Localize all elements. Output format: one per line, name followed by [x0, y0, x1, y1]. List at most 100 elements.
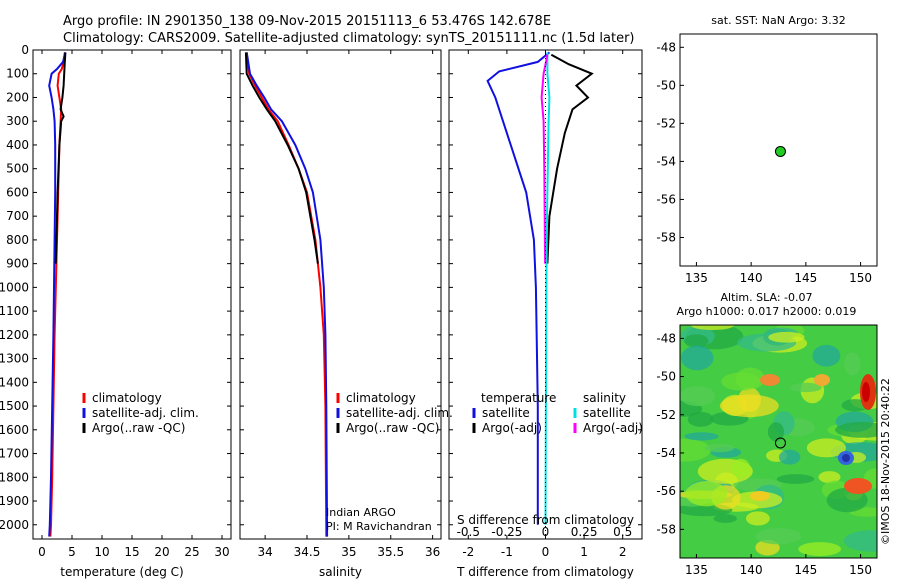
temperature-ytick-label: 1100: [0, 304, 29, 318]
temperature-xtick-label: 25: [184, 545, 199, 559]
difference-series-0: [486, 51, 551, 525]
sla-map-feature: [760, 374, 780, 386]
temperature-ytick-label: 800: [6, 233, 29, 247]
difference-series-1: [546, 53, 594, 264]
sla-map-xtick-label: 150: [849, 563, 872, 577]
sla-map-blob: [798, 542, 842, 557]
salinity-xtick-label: 35.5: [377, 545, 404, 559]
sla-map-blob: [818, 471, 841, 484]
sst-map-ytick-label: -52: [656, 116, 676, 130]
salinity-legend-label: satellite-adj. clim.: [346, 406, 453, 420]
sst-map-title: sat. SST: NaN Argo: 3.32: [711, 14, 845, 27]
temperature-ytick-label: 900: [6, 257, 29, 271]
difference-xtick-label: -2: [462, 545, 474, 559]
sst-map-xtick-label: 145: [794, 271, 817, 285]
difference-series-2: [544, 52, 551, 525]
difference-xtick-label: 0: [542, 545, 550, 559]
temperature-ytick-label: 0: [21, 43, 29, 57]
sla-map-background: [680, 325, 877, 558]
sla-map-panel: 135 140 145 150 -48 -50 -52 -54 -56 -58 Altim. SLA…: [656, 291, 878, 577]
sla-map-blob: [680, 386, 715, 407]
sla-map-xtick-label: 145: [794, 563, 817, 577]
sst-map-argo-point: [774, 145, 786, 157]
salinity-series-2: [244, 52, 319, 264]
sla-map-subtitle: Argo h1000: 0.017 h2000: 0.019: [677, 305, 857, 318]
temperature-legend-label: satellite-adj. clim.: [92, 406, 199, 420]
temperature-ytick-label: 700: [6, 209, 29, 223]
temperature-xtick-label: 15: [124, 545, 139, 559]
sla-map-ytick-label: -52: [656, 408, 676, 422]
header-line1: Argo profile: IN 2901350_138 09-Nov-2015…: [63, 14, 551, 29]
difference-s-tick-label: -0.25: [491, 525, 522, 539]
difference-xlabel-top: S difference from climatology: [457, 513, 634, 527]
temperature-ytick-label: 1200: [0, 328, 29, 342]
sla-map-blob: [713, 514, 737, 523]
difference-xlabel: T difference from climatology: [456, 565, 634, 579]
temperature-ytick-label: 600: [6, 185, 29, 199]
sla-map-blob: [806, 438, 847, 458]
sla-map-feature: [842, 454, 850, 462]
temperature-ytick-label: 500: [6, 162, 29, 176]
sst-map-ytick-label: -56: [656, 192, 676, 206]
sla-map-blob: [731, 458, 751, 479]
sla-map-blob: [680, 345, 714, 371]
sla-map-ytick-label: -58: [656, 522, 676, 536]
difference-s-legend-label: satellite: [583, 406, 631, 420]
temperature-legend-label: Argo(..raw -QC): [92, 421, 185, 435]
temperature-xlabel: temperature (deg C): [60, 565, 183, 579]
difference-legend-title: salinity: [583, 391, 626, 405]
sla-map-blob: [680, 438, 711, 462]
sla-map-blob: [719, 394, 779, 418]
temperature-ytick-label: 1800: [0, 470, 29, 484]
sla-map-frame: [679, 324, 878, 559]
salinity-xtick-label: 36: [425, 545, 440, 559]
sla-map-ytick-label: -54: [656, 446, 676, 460]
difference-t-legend-label: satellite: [482, 406, 530, 420]
sla-map-blob: [812, 344, 841, 367]
sst-map-xtick-label: 140: [740, 271, 763, 285]
sst-map-xtick-label: 135: [685, 271, 708, 285]
sla-map-argo-point: [774, 437, 786, 449]
salinity-annotation: Indian ARGO: [326, 506, 396, 519]
sla-map-blob: [843, 530, 877, 552]
sla-map-feature: [750, 491, 770, 501]
temperature-series-2: [54, 52, 67, 264]
difference-legend-title: temperature: [481, 391, 556, 405]
temperature-ytick-label: 1400: [0, 375, 29, 389]
sla-map-ytick-label: -50: [656, 370, 676, 384]
sla-map-feature: [844, 478, 872, 494]
difference-xtick-label: -1: [501, 545, 513, 559]
salinity-xtick-label: 34.5: [294, 545, 321, 559]
sla-map-feature: [862, 382, 870, 402]
header-line2: Climatology: CARS2009. Satellite-adjuste…: [63, 31, 635, 46]
sla-map-ytick-label: -48: [656, 331, 676, 345]
temperature-xtick-label: 20: [154, 545, 169, 559]
sla-map-xtick-label: 135: [685, 563, 708, 577]
salinity-xtick-label: 35: [341, 545, 356, 559]
sla-map-blob: [721, 372, 761, 391]
temperature-xtick-label: 30: [214, 545, 229, 559]
temperature-frame: [32, 49, 232, 540]
sla-map-blob: [685, 480, 728, 507]
sla-map-blob: [768, 331, 805, 343]
salinity-panel: 34 34.5 35 35.5 36 salinity climatologysatelli…: [239, 49, 453, 579]
salinity-legend-label: climatology: [346, 391, 416, 405]
sla-map-blob: [776, 474, 815, 484]
temperature-ytick-label: 1700: [0, 447, 29, 461]
difference-s-tick-label: 0.5: [613, 525, 632, 539]
temperature-xtick-label: 5: [68, 545, 76, 559]
difference-s-tick-label: 0: [542, 525, 550, 539]
sla-map-feature: [814, 374, 830, 386]
sst-map-ytick-label: -58: [656, 230, 676, 244]
sla-map-blob: [767, 422, 785, 442]
salinity-annotation: PI: M Ravichandran: [326, 520, 432, 533]
sst-map-frame: [679, 33, 878, 267]
temperature-ytick-label: 1500: [0, 399, 29, 413]
salinity-legend-label: Argo(..raw -QC): [346, 421, 439, 435]
temperature-ytick-label: 100: [6, 67, 29, 81]
salinity-xlabel: salinity: [319, 565, 362, 579]
temperature-xtick-label: 0: [38, 545, 46, 559]
salinity-xtick-label: 34: [257, 545, 272, 559]
sla-map-field: [680, 325, 877, 558]
sla-map-blob: [687, 411, 714, 427]
